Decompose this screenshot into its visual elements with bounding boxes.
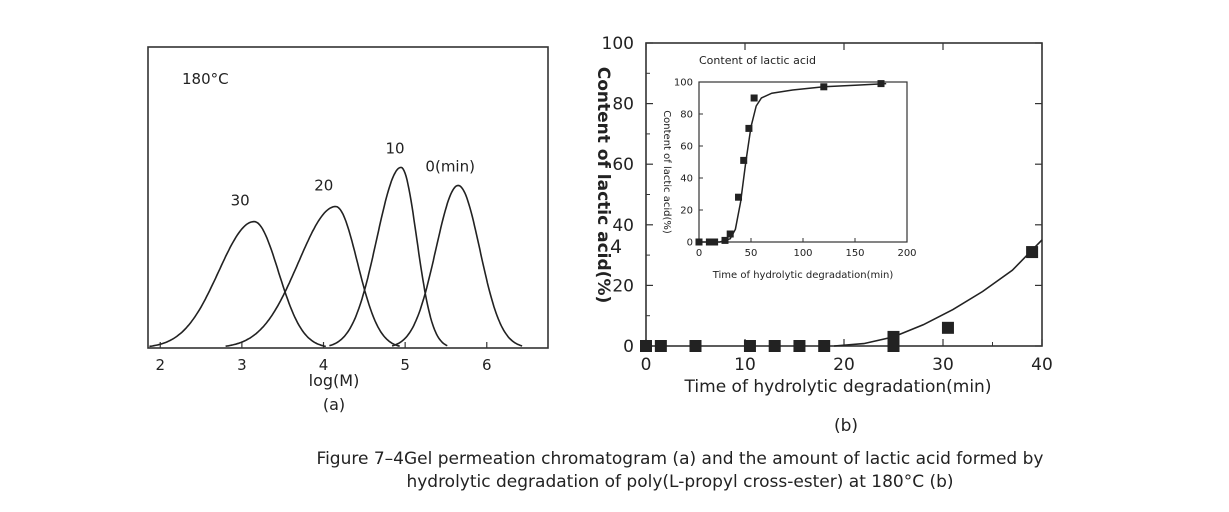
- inset-data-point: [695, 238, 703, 246]
- inset-x-tick-label: 50: [745, 248, 758, 259]
- stray-figure-mark: 4: [610, 236, 623, 258]
- inset-data-point: [745, 124, 753, 132]
- lactic-data-point: [640, 340, 652, 352]
- inset-y-tick-label: 100: [674, 78, 693, 89]
- gpc-curves: 30 20 10 0(min): [149, 139, 523, 348]
- gpc-x-axis-label: log(M): [309, 371, 360, 390]
- inset-data-point: [711, 238, 719, 246]
- inset-y-tick-label: 60: [680, 142, 693, 153]
- lactic-data-point: [941, 321, 954, 334]
- gpc-x-tick-label: 4: [319, 356, 329, 374]
- lactic-data-point: [818, 340, 831, 352]
- lactic-y-tick-label: 100: [602, 34, 634, 54]
- lactic-data-point: [689, 340, 702, 352]
- inset-data-point: [705, 238, 713, 246]
- gpc-curve: [329, 166, 448, 347]
- gpc-x-tick-label: 2: [155, 356, 165, 374]
- lactic-data-point: [768, 340, 781, 352]
- lactic-panel-label: (b): [834, 416, 858, 436]
- inset-data-point: [877, 80, 885, 88]
- lactic-x-tick-label: 0: [641, 355, 652, 375]
- inset-data-point: [740, 156, 748, 164]
- lactic-y-tick-label: 60: [612, 155, 634, 175]
- gpc-temperature-annotation: 180°C: [182, 70, 229, 88]
- gpc-curve-label: 0(min): [425, 157, 475, 175]
- lactic-fit-curve: [834, 239, 1043, 347]
- inset-title: Content of lactic acid: [699, 54, 816, 67]
- inset-data-points: [695, 80, 885, 246]
- inset-data-point: [726, 230, 734, 238]
- figure-caption: Figure 7–4Gel permeation chromatogram (a…: [300, 448, 1060, 494]
- gpc-plot-frame: [147, 46, 549, 349]
- caption-line-1: Figure 7–4Gel permeation chromatogram (a…: [316, 449, 1044, 469]
- lactic-data-point: [654, 340, 667, 352]
- lactic-data-point: [887, 340, 900, 352]
- lactic-x-tick-label: 40: [1031, 355, 1053, 375]
- gpc-curve: [149, 220, 326, 348]
- lactic-x-tick-label: 10: [734, 355, 756, 375]
- lactic-data-point: [743, 340, 756, 352]
- inset-y-axis-label: Content of lactic acid(%): [661, 110, 672, 234]
- lactic-y-tick-label: 20: [612, 276, 634, 296]
- inset-x-tick-label: 200: [897, 248, 916, 259]
- gpc-chart: 2 3 4 5 6 30 20 10 0(min) 180°C log(M) (a): [147, 46, 549, 414]
- inset-data-point: [721, 236, 729, 244]
- lactic-data-point: [887, 330, 900, 343]
- gpc-panel-label: (a): [323, 395, 345, 414]
- inset-y-tick-label: 20: [680, 206, 693, 217]
- gpc-x-axis: 2 3 4 5 6: [155, 342, 492, 374]
- inset-data-point: [820, 83, 828, 91]
- inset-x-tick-label: 0: [696, 248, 702, 259]
- lactic-x-tick-label: 30: [932, 355, 954, 375]
- inset-plot-frame: [698, 81, 908, 243]
- inset-y-tick-label: 0: [687, 238, 693, 249]
- lactic-data-point: [1026, 246, 1039, 259]
- lactic-y-tick-label: 0: [623, 337, 634, 357]
- gpc-x-tick-label: 5: [400, 356, 410, 374]
- gpc-curve: [391, 184, 523, 347]
- inset-data-point: [735, 193, 743, 201]
- inset-y-tick-label: 40: [680, 174, 693, 185]
- gpc-x-tick-label: 3: [237, 356, 247, 374]
- lactic-y-axis-label: Content of lactic acid(%): [593, 67, 613, 304]
- lactic-plot-frame: [645, 42, 1043, 347]
- gpc-curve-label: 30: [231, 192, 250, 210]
- inset-chart: Content of lactic acid 0 50 100 150 200 0 20 40…: [661, 54, 917, 281]
- gpc-curve-label: 20: [314, 177, 333, 195]
- caption-line-2: hydrolytic degradation of poly(L-propyl …: [406, 472, 954, 492]
- gpc-curve: [225, 205, 400, 347]
- lactic-x-tick-label: 20: [833, 355, 855, 375]
- inset-x-tick-label: 100: [793, 248, 812, 259]
- lactic-data-points: [640, 246, 1039, 352]
- gpc-x-tick-label: 6: [482, 356, 492, 374]
- gpc-curve-label: 10: [386, 139, 405, 157]
- inset-fit-curve: [699, 82, 887, 243]
- lactic-y-tick-label: 40: [612, 216, 634, 236]
- inset-data-point: [750, 94, 758, 102]
- lactic-data-point: [793, 340, 806, 352]
- inset-x-axis-label: Time of hydrolytic degradation(min): [712, 270, 894, 281]
- lactic-x-axis-label: Time of hydrolytic degradation(min): [684, 377, 992, 397]
- lactic-y-tick-label: 80: [612, 95, 634, 115]
- inset-x-tick-label: 150: [845, 248, 864, 259]
- inset-axes: 0 50 100 150 200 0 20 40 60 80 100: [674, 78, 917, 260]
- inset-y-tick-label: 80: [680, 110, 693, 121]
